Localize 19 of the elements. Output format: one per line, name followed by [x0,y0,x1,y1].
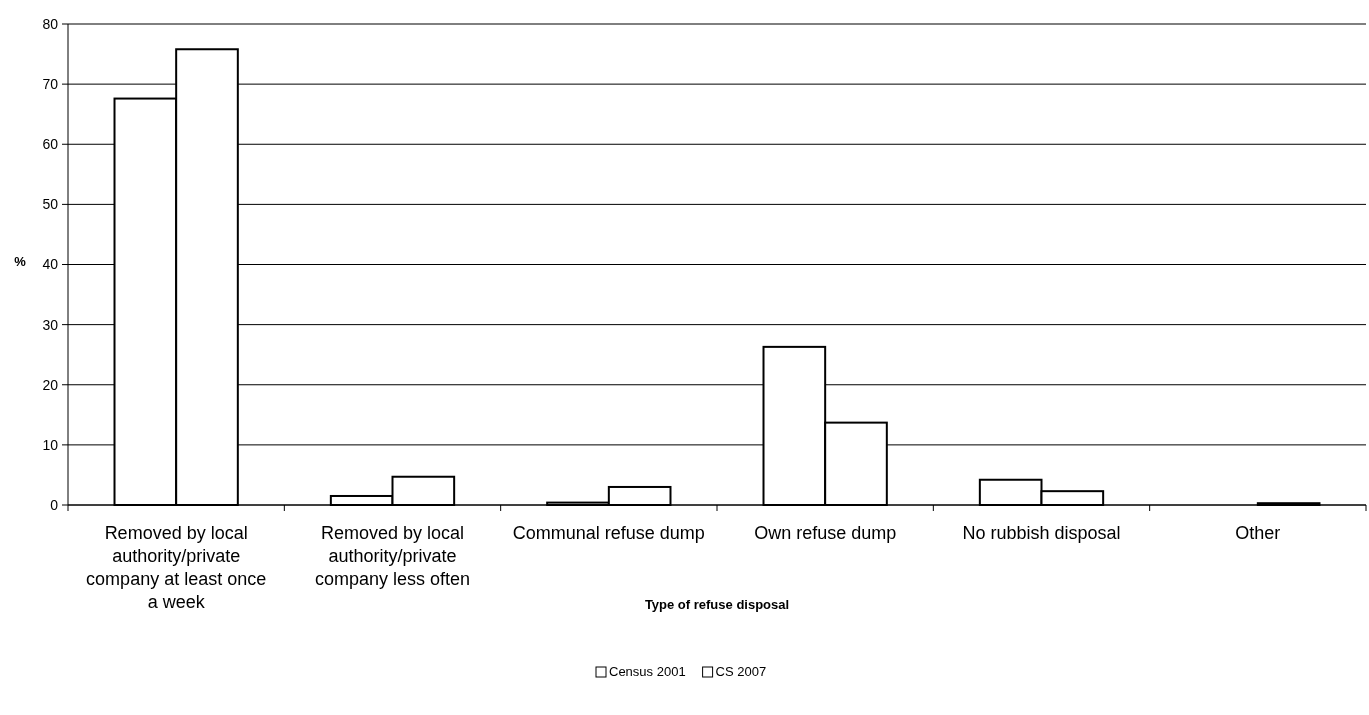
y-tick-label: 80 [42,15,59,32]
y-tick-label: 50 [42,196,59,213]
x-tick-label: No rubbish disposal [962,523,1121,543]
y-axis-title: % [14,254,27,269]
legend-label: Census 2001 [609,664,686,679]
y-tick-label: 70 [42,76,59,93]
y-tick-label: 10 [42,436,59,453]
x-tick-label: Communal refuse dump [512,523,705,543]
y-tick-label: 40 [42,256,59,273]
y-tick-label: 20 [42,376,59,393]
y-tick-label: 30 [42,316,59,333]
legend-label: CS 2007 [715,664,767,679]
x-tick-label: Removed by local authority/private company less often [314,523,471,589]
x-axis-title: Type of refuse disposal [644,597,790,612]
x-tick-label: Own refuse dump [754,523,897,543]
x-tick-label: Removed by local authority/private company at least once a week [86,523,267,612]
y-tick-label: 60 [42,136,59,153]
y-tick-label: 0 [50,496,59,513]
x-tick-label: Other [1235,523,1281,543]
